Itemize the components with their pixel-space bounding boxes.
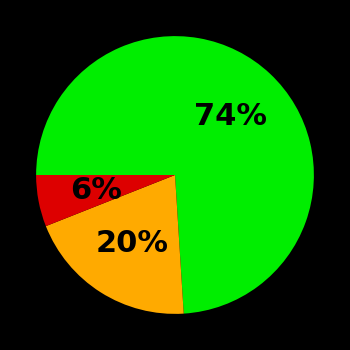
Wedge shape	[46, 175, 184, 314]
Text: 74%: 74%	[194, 102, 267, 131]
Wedge shape	[36, 175, 175, 226]
Wedge shape	[36, 36, 314, 314]
Text: 20%: 20%	[95, 229, 168, 258]
Text: 6%: 6%	[70, 176, 122, 205]
